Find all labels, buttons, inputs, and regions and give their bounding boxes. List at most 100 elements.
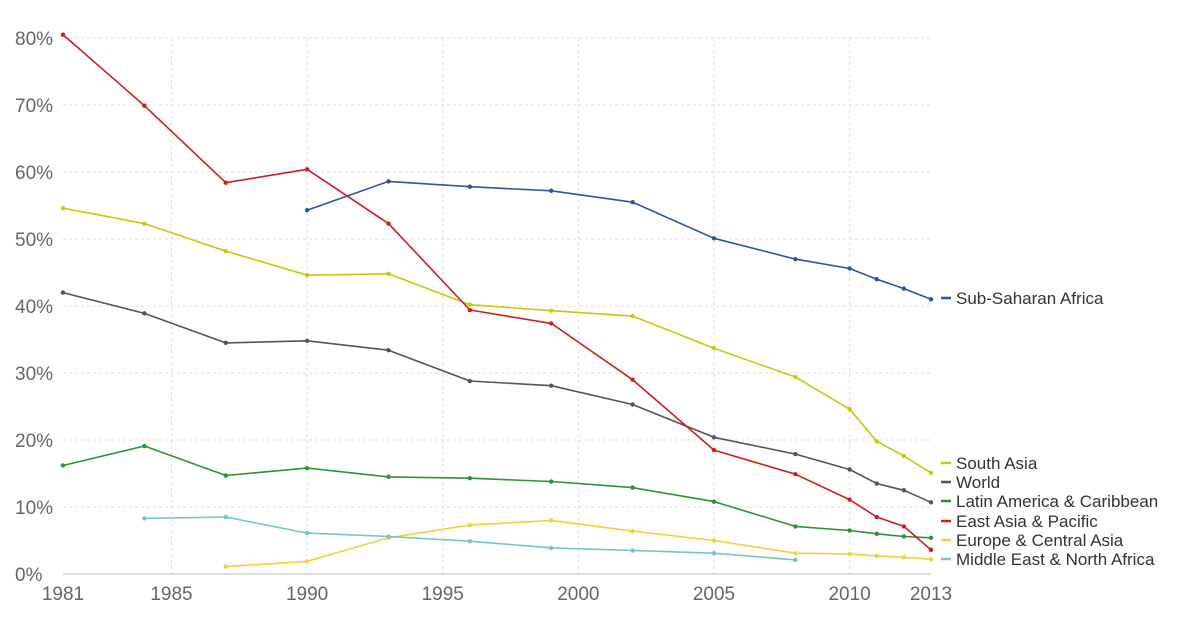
- legend-label: Sub-Saharan Africa: [956, 289, 1104, 308]
- x-tick-label: 2013: [910, 584, 952, 605]
- data-point: [223, 564, 228, 569]
- data-point: [711, 551, 717, 556]
- data-point: [60, 205, 66, 211]
- data-point: [549, 308, 554, 313]
- data-point: [223, 514, 228, 520]
- x-tick-label: 2005: [693, 584, 735, 605]
- data-point: [304, 465, 310, 471]
- x-tick-label: 1985: [150, 584, 192, 605]
- data-point: [304, 207, 310, 213]
- data-point: [386, 348, 391, 353]
- data-point: [793, 551, 798, 556]
- y-tick-label: 10%: [15, 498, 53, 519]
- legend-label: East Asia & Pacific: [956, 512, 1098, 531]
- data-point: [928, 557, 934, 562]
- data-point: [901, 286, 907, 291]
- data-point: [386, 474, 391, 480]
- data-point: [467, 302, 473, 307]
- data-point: [711, 236, 717, 241]
- series-group: [304, 179, 934, 302]
- data-point: [711, 435, 717, 440]
- data-point: [304, 530, 310, 536]
- data-point: [386, 221, 391, 226]
- data-point: [142, 516, 147, 521]
- y-tick-label: 60%: [15, 163, 53, 184]
- series-group: [60, 205, 934, 476]
- data-point: [847, 551, 852, 557]
- data-point: [928, 297, 934, 302]
- series-group: [60, 443, 934, 541]
- y-tick-label: 20%: [15, 431, 53, 452]
- data-point: [60, 32, 66, 37]
- data-point: [549, 188, 554, 193]
- data-point: [630, 485, 635, 490]
- data-point: [386, 271, 391, 277]
- data-point: [630, 402, 635, 407]
- data-point: [901, 524, 907, 529]
- y-tick-label: 30%: [15, 364, 53, 385]
- x-tick-label: 2010: [828, 584, 870, 605]
- series-group: [60, 32, 934, 553]
- data-point: [60, 463, 66, 468]
- data-point: [467, 538, 473, 544]
- data-point: [467, 307, 473, 313]
- data-point: [630, 377, 635, 382]
- data-point: [549, 383, 554, 388]
- data-point: [223, 473, 228, 478]
- x-tick-label: 1995: [422, 584, 464, 605]
- series-group: [142, 514, 798, 563]
- data-point: [467, 475, 473, 481]
- series-line: [62, 445, 932, 539]
- data-point: [901, 488, 907, 493]
- legend-label: Latin America & Caribbean: [956, 492, 1158, 511]
- data-point: [928, 535, 934, 541]
- data-point: [304, 559, 310, 564]
- data-point: [847, 467, 852, 472]
- series-line: [306, 180, 932, 301]
- data-point: [60, 290, 66, 295]
- data-point: [711, 538, 717, 543]
- data-point: [142, 221, 147, 226]
- data-point: [901, 534, 907, 539]
- data-point: [386, 179, 391, 184]
- data-point: [793, 524, 798, 529]
- data-point: [467, 184, 473, 189]
- data-point: [847, 528, 852, 533]
- data-point: [928, 500, 934, 505]
- data-point: [874, 277, 879, 282]
- data-point: [386, 534, 391, 539]
- data-point: [304, 167, 310, 172]
- data-point: [630, 528, 635, 534]
- data-point: [630, 199, 635, 205]
- data-point: [630, 313, 635, 319]
- data-point: [793, 451, 798, 457]
- x-tick-label: 1990: [286, 584, 328, 605]
- data-point: [467, 378, 473, 384]
- data-point: [711, 499, 717, 504]
- y-tick-label: 80%: [15, 29, 53, 50]
- data-point: [847, 266, 852, 271]
- data-point: [142, 311, 147, 316]
- data-point: [711, 346, 717, 351]
- series-line: [62, 207, 932, 474]
- data-point: [711, 447, 717, 453]
- legend-label: Europe & Central Asia: [956, 531, 1124, 550]
- data-point: [847, 406, 852, 412]
- data-point: [630, 548, 635, 553]
- x-tick-label: 1981: [42, 584, 84, 605]
- data-point: [847, 497, 852, 502]
- series-line: [62, 291, 932, 504]
- data-point: [223, 248, 228, 254]
- data-point: [928, 547, 934, 553]
- data-point: [223, 340, 228, 346]
- series-line: [62, 33, 932, 551]
- data-point: [874, 481, 879, 486]
- data-point: [874, 553, 879, 559]
- data-point: [223, 180, 228, 185]
- data-point: [142, 103, 147, 108]
- data-point: [793, 374, 798, 380]
- axes: 0% 10% 20% 30% 40% 50% 60% 70% 80% 1981 1985 1990 19…: [15, 29, 952, 605]
- data-point: [874, 439, 879, 444]
